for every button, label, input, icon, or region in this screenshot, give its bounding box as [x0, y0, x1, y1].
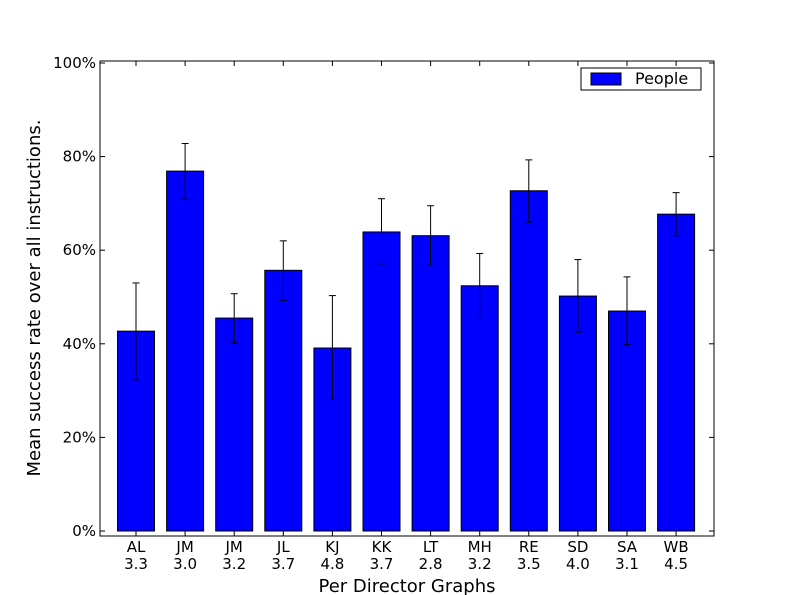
x-tick-label: WB 4.5	[664, 538, 689, 573]
error-bar	[672, 192, 680, 237]
bar	[411, 235, 450, 532]
x-axis-ticks: AL 3.3 JM 3.0 JM 3.2 JL 3.7 KJ 4.8 KK 3.7 LT 2.8 MH 3.2…	[124, 61, 689, 573]
x-tick-label: KK 3.7	[370, 538, 394, 573]
x-tick-label: SD 4.0	[566, 538, 590, 573]
x-axis-label: Per Director Graphs	[318, 576, 495, 595]
legend-label-people: People	[635, 69, 688, 88]
legend: People	[580, 67, 702, 91]
error-bar	[378, 198, 385, 265]
bars-layer	[117, 170, 696, 532]
y-tick-label: 80%	[63, 148, 96, 166]
x-tick-label: AL 3.3	[124, 538, 148, 573]
error-bar	[623, 276, 631, 346]
bar	[657, 213, 696, 532]
x-tick-label: SA 3.1	[615, 538, 639, 573]
error-bar	[476, 252, 484, 319]
error-bar	[328, 295, 336, 400]
bar	[166, 170, 205, 532]
y-axis-ticks: 0% 20% 40% 60% 80% 100%	[53, 54, 714, 540]
x-tick-label: JM 3.0	[173, 538, 197, 573]
error-bar	[132, 282, 140, 381]
error-bar	[525, 159, 533, 223]
error-bar	[230, 293, 238, 344]
bar	[509, 190, 548, 532]
x-tick-label: RE 3.5	[517, 538, 541, 573]
y-tick-label: 20%	[63, 428, 96, 446]
x-tick-label: MH 3.2	[468, 538, 492, 573]
legend-swatch	[590, 72, 622, 86]
errorbars-layer	[132, 142, 680, 400]
x-tick-label: KJ 4.8	[320, 538, 344, 573]
bar	[215, 317, 254, 532]
bar	[608, 310, 646, 532]
y-tick-label: 60%	[63, 241, 96, 259]
y-tick-label: 40%	[63, 335, 96, 353]
x-tick-label: LT 2.8	[419, 538, 443, 573]
error-bar	[574, 259, 582, 333]
bar	[362, 231, 401, 532]
y-tick-label: 0%	[72, 522, 96, 540]
plot-frame	[99, 60, 715, 537]
bar	[460, 285, 499, 532]
x-tick-label: JM 3.2	[222, 538, 246, 573]
y-axis-label: Mean success rate over all instructions.	[24, 120, 45, 477]
bar	[264, 269, 303, 532]
y-tick-label: 100%	[53, 54, 96, 72]
error-bar	[181, 142, 189, 200]
error-bar	[279, 240, 287, 301]
error-bar	[427, 205, 435, 267]
x-tick-label: JL 3.7	[271, 538, 295, 573]
